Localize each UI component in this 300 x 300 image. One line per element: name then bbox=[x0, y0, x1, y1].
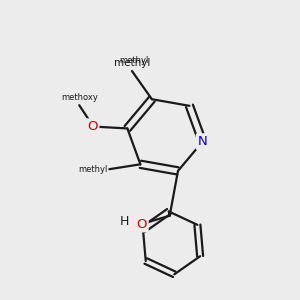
Text: methyl: methyl bbox=[119, 56, 148, 65]
Text: methyl: methyl bbox=[114, 58, 150, 68]
Text: O: O bbox=[87, 120, 98, 133]
Text: methyl: methyl bbox=[78, 165, 107, 174]
Text: N: N bbox=[198, 135, 207, 148]
Text: O: O bbox=[136, 218, 147, 230]
Text: H: H bbox=[119, 215, 129, 228]
Text: methoxy: methoxy bbox=[61, 93, 98, 102]
